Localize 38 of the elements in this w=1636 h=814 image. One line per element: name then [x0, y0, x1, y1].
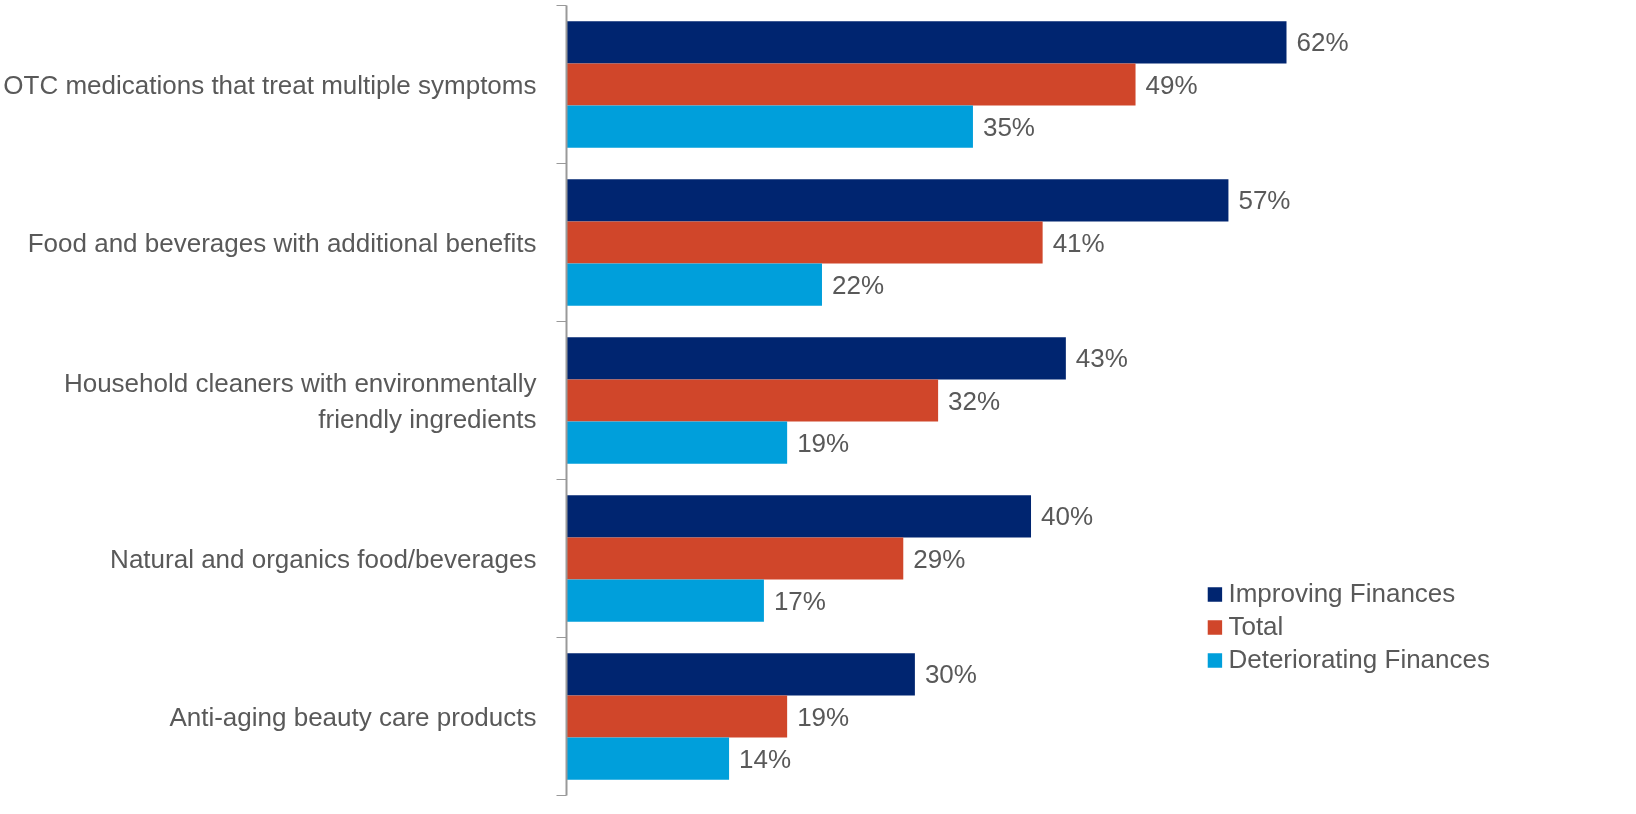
bar [566, 263, 822, 306]
data-label: 22% [831, 269, 885, 300]
bar [566, 579, 764, 622]
y-tick-label: Natural and organics food/beverages [110, 543, 537, 574]
bar [566, 221, 1043, 264]
data-label: 30% [924, 659, 977, 690]
data-label: 49% [1145, 69, 1198, 100]
data-label: 41% [1052, 227, 1105, 258]
data-label: 40% [1041, 501, 1094, 532]
legend-label: Total [1228, 611, 1284, 642]
data-label: 17% [773, 585, 826, 616]
legend-label: Improving Finances [1228, 578, 1456, 609]
bar [566, 179, 1229, 222]
bar [566, 737, 730, 780]
y-tick-label: OTC medications that treat multiple symptoms [3, 69, 537, 100]
bar [566, 537, 904, 580]
bar [566, 337, 1066, 380]
y-tick-label: Food and beverages with additional benefits [27, 227, 537, 258]
bar [566, 495, 1032, 538]
data-label: 32% [948, 385, 1001, 416]
legend-label: Deteriorating Finances [1228, 644, 1490, 675]
data-label: 19% [797, 427, 850, 458]
data-label: 57% [1238, 185, 1291, 216]
bar [566, 21, 1287, 64]
data-label: 43% [1075, 343, 1128, 374]
data-label: 62% [1296, 27, 1349, 58]
data-label: 35% [982, 111, 1035, 142]
y-tick-label: Household cleaners with environmentally friendly ingredients [63, 367, 537, 434]
y-tick-label: Anti-aging beauty care products [169, 701, 537, 732]
data-label: 29% [913, 543, 966, 574]
bar [566, 653, 915, 696]
bar [566, 695, 788, 738]
bar [566, 63, 1136, 106]
data-label: 19% [797, 701, 850, 732]
bar [566, 105, 973, 148]
bar [566, 421, 788, 464]
bar [566, 379, 939, 422]
data-label: 14% [739, 743, 792, 774]
